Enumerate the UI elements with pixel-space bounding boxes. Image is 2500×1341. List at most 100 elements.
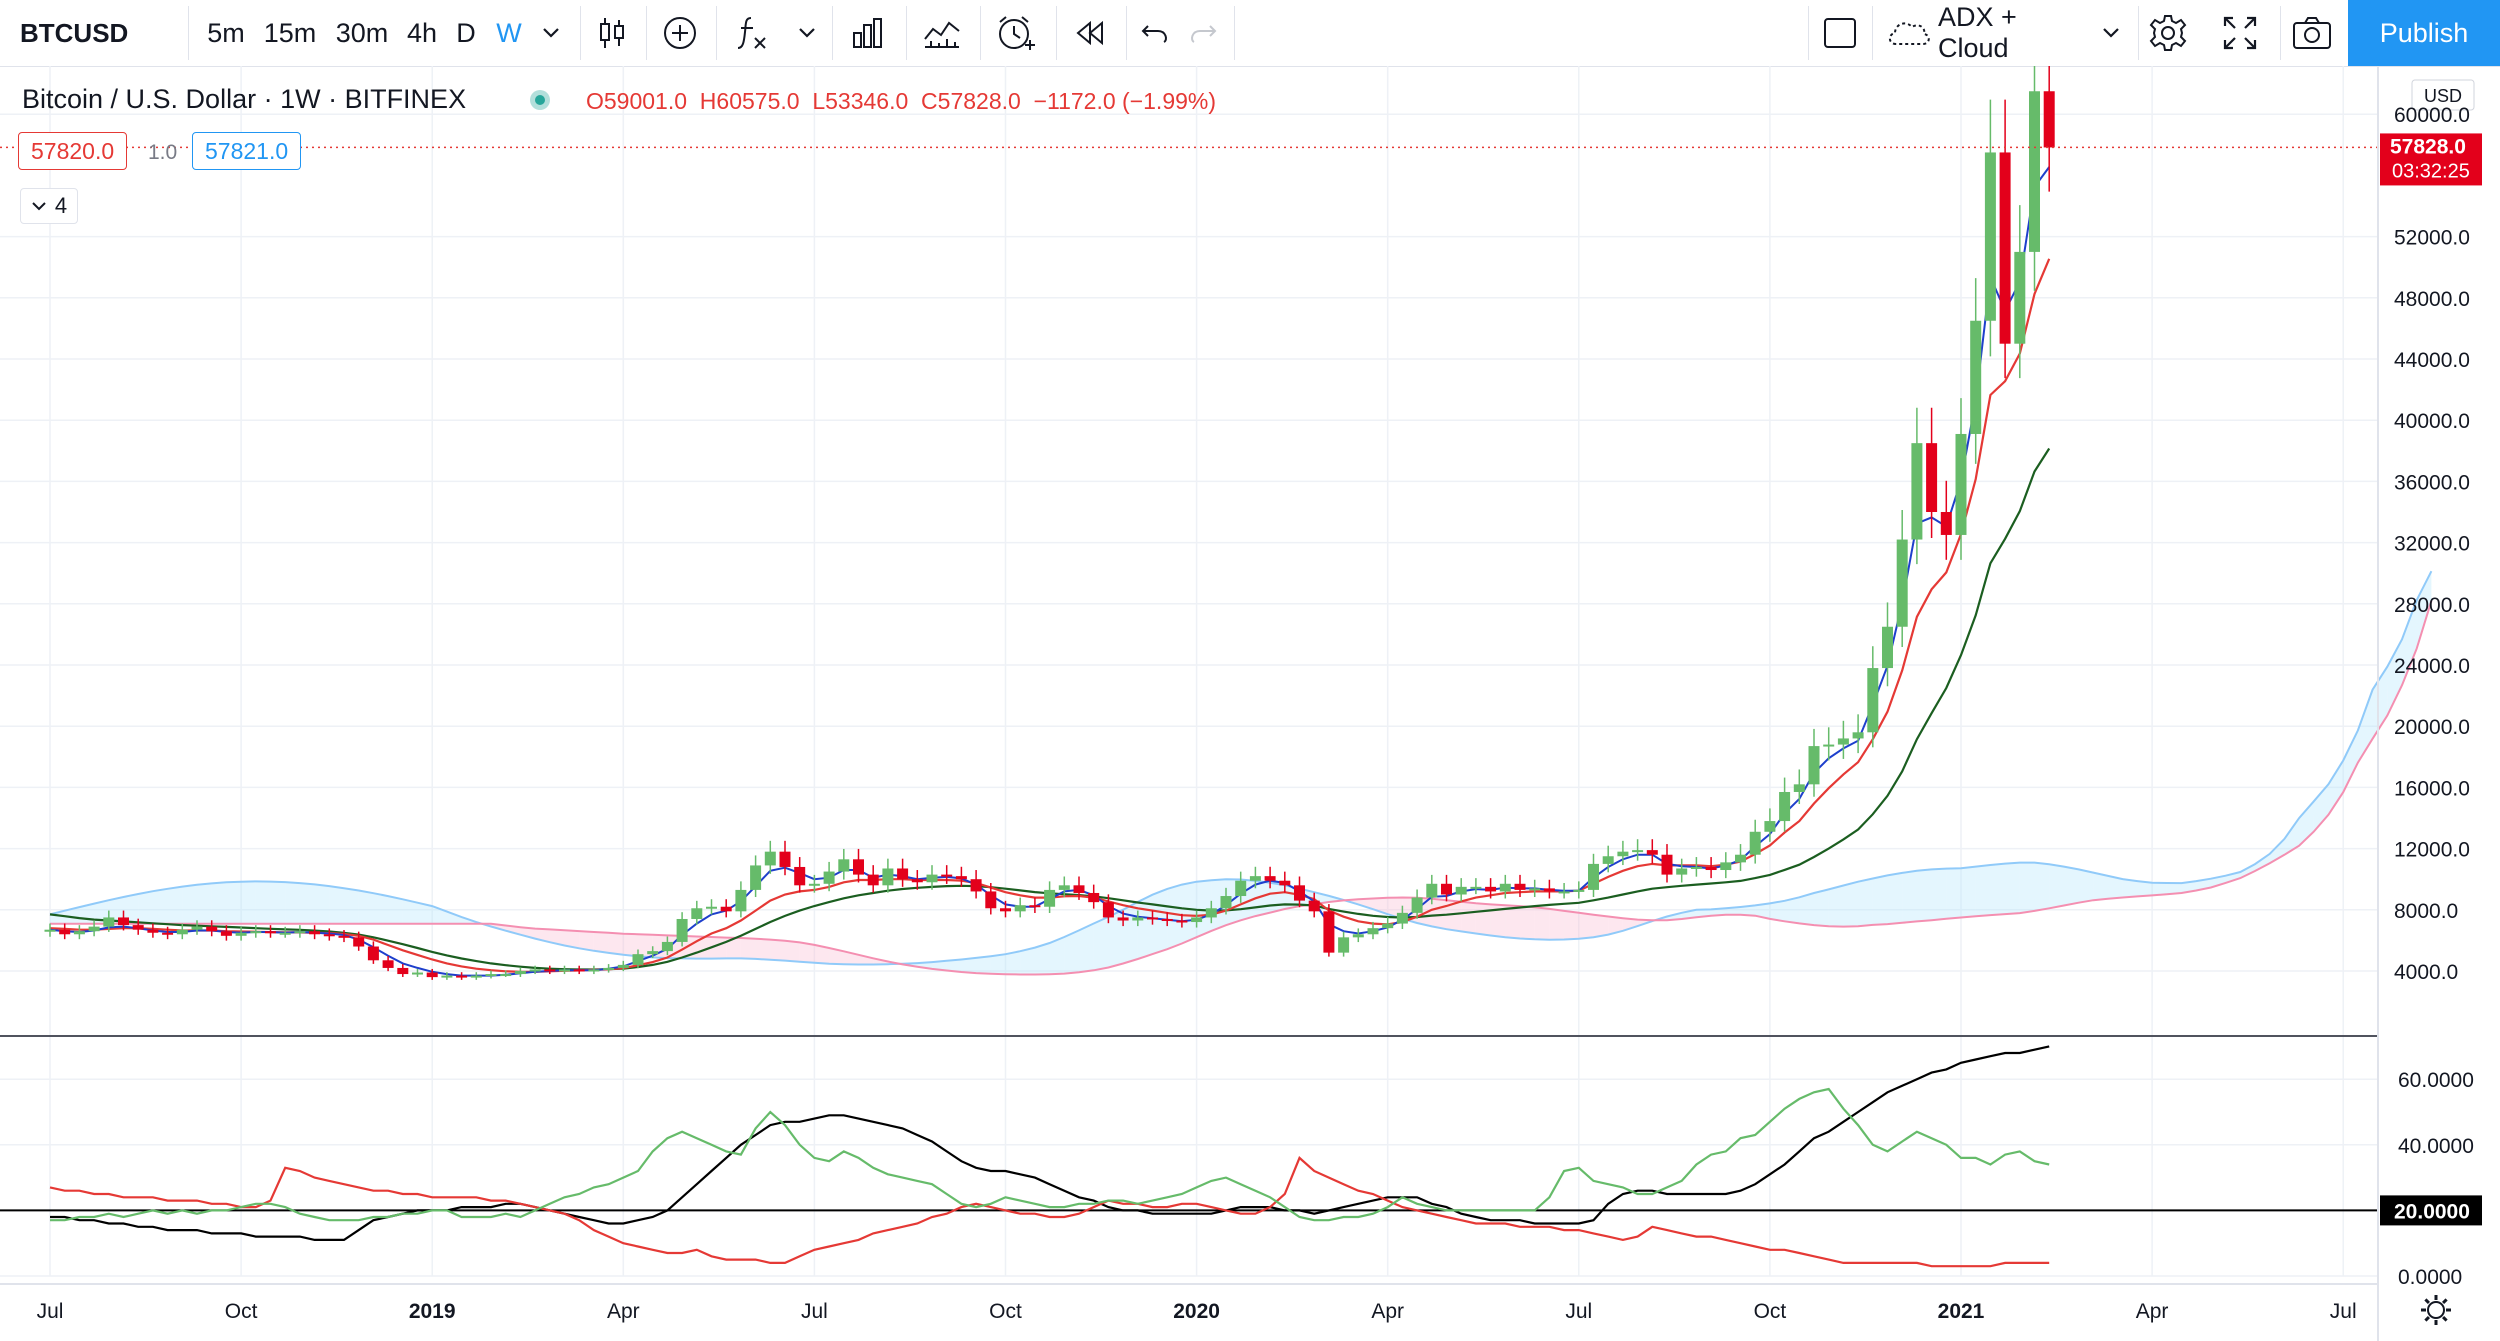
cloud-segment	[696, 936, 712, 959]
interval-dropdown-chevron-icon[interactable]	[536, 0, 566, 66]
price-tick-label: 36000.0	[2394, 471, 2470, 494]
chart-canvas[interactable]: USD 4000.0 8000.0 12000.0 16000.0 20000.0 2400…	[0, 66, 2500, 1341]
candle-body	[1955, 433, 1967, 535]
candle-body	[250, 931, 262, 934]
cloud-segment	[1534, 907, 1550, 940]
cloud-save-icon[interactable]	[1884, 0, 1934, 66]
candle-body	[1396, 912, 1408, 924]
interval-5m-button[interactable]: 5m	[207, 17, 245, 48]
toolbar-divider	[580, 6, 581, 60]
buy-price-button[interactable]: 57821.0	[192, 132, 302, 170]
financials-bar-icon[interactable]	[840, 0, 896, 66]
cloud-segment	[2255, 853, 2270, 872]
candle-body	[1455, 886, 1467, 895]
candle-body	[323, 934, 335, 937]
candle-body	[426, 972, 438, 978]
time-tick-label: 2020	[1173, 1300, 1220, 1323]
cloud-segment	[2416, 571, 2432, 649]
compare-add-symbol-icon[interactable]	[654, 0, 706, 66]
cloud-segment	[2402, 600, 2417, 686]
candle-body	[735, 889, 747, 912]
cloud-segment	[2328, 760, 2344, 815]
cloud-segment	[1049, 936, 1065, 975]
templates-chart-icon[interactable]	[914, 0, 970, 66]
cloud-segment	[2343, 730, 2358, 793]
candle-body	[853, 859, 864, 875]
settings-gear-icon[interactable]	[2142, 0, 2194, 66]
candle-body	[808, 883, 820, 886]
candle-body	[1779, 791, 1791, 822]
candle-body	[985, 891, 997, 909]
cloud-segment	[1784, 897, 1800, 924]
candle-body	[1529, 888, 1541, 891]
cloud-segment	[1475, 903, 1491, 936]
indicators-dropdown-chevron-icon[interactable]	[792, 0, 822, 66]
interval-15m-button[interactable]: 15m	[263, 17, 317, 48]
candle-body	[720, 906, 732, 912]
candle-body	[676, 918, 688, 942]
symbol-search-button[interactable]: BTCUSD	[20, 17, 129, 48]
candle-body	[147, 929, 159, 933]
cloud-segment	[2108, 875, 2123, 899]
cloud-segment	[1902, 870, 1917, 923]
indicator-template-label[interactable]: ADX + Cloud	[1938, 2, 2017, 63]
candle-body	[1191, 917, 1203, 923]
toolbar-divider	[980, 6, 981, 60]
alert-clock-icon[interactable]	[986, 0, 1046, 66]
snapshot-camera-icon[interactable]	[2286, 0, 2338, 66]
price-tick-label: 16000.0	[2394, 777, 2470, 800]
cloud-segment	[1608, 916, 1623, 935]
layout-square-icon[interactable]	[1816, 0, 1864, 66]
indicators-fx-icon[interactable]	[730, 0, 774, 66]
cloud-segment	[152, 888, 168, 924]
price-tick-label: 8000.0	[2394, 900, 2458, 923]
cloud-segment	[2240, 864, 2255, 879]
cloud-segment	[1961, 866, 1976, 918]
candle-body	[1352, 934, 1364, 938]
cloud-segment	[1858, 878, 1873, 927]
fullscreen-icon[interactable]	[2214, 0, 2266, 66]
candle-body	[1411, 897, 1423, 913]
last-price-tag	[2380, 133, 2482, 186]
candle-body	[514, 971, 526, 975]
cloud-segment	[740, 938, 756, 959]
candle-body	[412, 972, 423, 975]
candle-body	[1602, 856, 1614, 864]
cloud-segment	[1446, 900, 1462, 932]
cloud-segment	[946, 959, 962, 972]
candle-body	[456, 975, 468, 978]
time-tick-label: Jul	[801, 1300, 828, 1323]
cloud-segment	[1152, 888, 1168, 955]
candle-body	[823, 871, 835, 884]
candle-body	[970, 879, 982, 892]
interval-d-button[interactable]: D	[456, 17, 476, 48]
candle-body	[1926, 443, 1938, 512]
candle-body	[73, 931, 85, 935]
candle-body	[647, 951, 659, 955]
redo-arrow-icon[interactable]	[1178, 0, 1228, 66]
publish-button[interactable]: Publish	[2348, 0, 2500, 66]
interval-w-button[interactable]: W	[496, 17, 522, 48]
candle-body	[1823, 744, 1835, 747]
candle-body	[206, 926, 218, 932]
candle-body	[779, 851, 791, 867]
indicator-template-chevron-icon[interactable]	[2096, 0, 2126, 66]
candles-chart-type-icon[interactable]	[586, 0, 638, 66]
cloud-segment	[1034, 942, 1050, 975]
replay-rewind-icon[interactable]	[1062, 0, 1118, 66]
cloud-segment	[799, 942, 815, 963]
interval-30m-button[interactable]: 30m	[335, 17, 389, 48]
sell-price-button[interactable]: 57820.0	[18, 132, 128, 170]
candle-body	[1617, 851, 1629, 857]
collapse-indicators-toggle[interactable]: 4	[20, 188, 78, 224]
candle-body	[1485, 886, 1497, 892]
cloud-segment	[2313, 784, 2329, 832]
interval-4h-button[interactable]: 4h	[406, 17, 438, 48]
cloud-segment	[1358, 898, 1373, 910]
price-tick-label: 52000.0	[2394, 227, 2470, 250]
undo-arrow-icon[interactable]	[1130, 0, 1180, 66]
cloud-segment	[1064, 930, 1079, 974]
candle-body	[1735, 854, 1746, 863]
cloud-segment	[1769, 900, 1785, 922]
cloud-segment	[858, 954, 874, 965]
